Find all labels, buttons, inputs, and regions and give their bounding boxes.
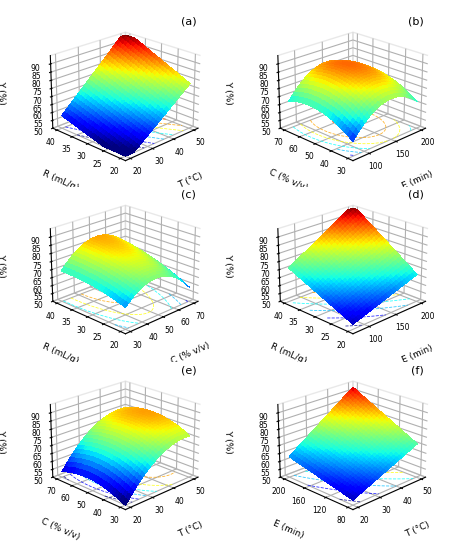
X-axis label: C (% v/v): C (% v/v) <box>170 341 211 366</box>
Y-axis label: C (% v/v): C (% v/v) <box>40 517 82 541</box>
Y-axis label: R (mL/g): R (mL/g) <box>41 169 80 193</box>
Text: (a): (a) <box>181 17 196 27</box>
Text: (b): (b) <box>408 17 424 27</box>
Text: (c): (c) <box>182 190 196 200</box>
Y-axis label: E (min): E (min) <box>272 519 305 540</box>
Text: (e): (e) <box>181 366 196 375</box>
Y-axis label: C (% v/v): C (% v/v) <box>267 168 309 193</box>
Text: (f): (f) <box>411 366 424 375</box>
X-axis label: T (°C): T (°C) <box>404 520 431 539</box>
Y-axis label: R (mL/g): R (mL/g) <box>269 342 308 366</box>
Text: (d): (d) <box>408 190 424 200</box>
Y-axis label: R (mL/g): R (mL/g) <box>41 342 80 366</box>
X-axis label: E (min): E (min) <box>401 343 435 365</box>
X-axis label: T (°C): T (°C) <box>177 520 204 539</box>
X-axis label: E (min): E (min) <box>401 170 435 192</box>
X-axis label: T (°C): T (°C) <box>177 171 204 190</box>
